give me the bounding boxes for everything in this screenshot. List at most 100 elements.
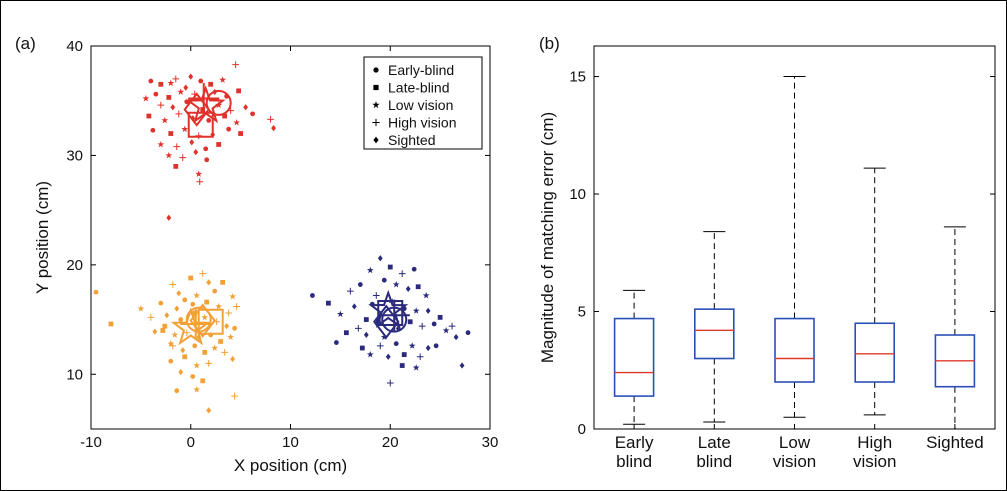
scatter-point: [392, 280, 400, 288]
scatter-point: [310, 293, 315, 298]
scatter-point: [177, 88, 185, 95]
scatter-point: [178, 368, 184, 376]
scatter-point: [363, 331, 369, 339]
scatter-point: [147, 314, 155, 321]
legend-label: Sighted: [388, 132, 435, 148]
scatter-point: [220, 279, 226, 285]
scatter-point: [346, 287, 354, 295]
scatter-point: [188, 275, 194, 281]
box-group: [774, 76, 815, 429]
scatter-point: [167, 340, 175, 347]
scatter-point: [357, 282, 363, 287]
box: [854, 322, 896, 383]
scatter-point: [230, 355, 236, 363]
scatter-point: [201, 313, 209, 321]
scatter-point: [359, 345, 365, 351]
panel-label-a: (a): [15, 34, 36, 53]
mean-marker: [187, 111, 214, 138]
legend-marker-diamond: [373, 136, 379, 144]
mean-marker: [372, 304, 400, 340]
scatter-point: [183, 84, 189, 91]
scatter-point: [425, 307, 431, 314]
x-tick-label: 10: [282, 434, 299, 451]
x-category-label: blind: [696, 452, 732, 471]
scatter-point: [196, 178, 204, 186]
x-category-label: High: [857, 433, 892, 452]
legend-marker-dot: [373, 67, 379, 73]
mean-marker: [170, 307, 211, 346]
scatter-point: [229, 292, 237, 300]
scatter-point: [178, 317, 184, 322]
scatter-point: [169, 281, 177, 288]
scatter-point: [153, 91, 159, 97]
scatter-point: [415, 284, 421, 290]
scatter-point: [336, 310, 344, 318]
scatter-point: [158, 81, 164, 87]
scatter-point: [181, 125, 189, 133]
x-category-label: vision: [773, 452, 816, 471]
scatter-point: [267, 115, 274, 123]
scatter-point: [142, 94, 150, 102]
scatter-point: [179, 154, 187, 161]
scatter-point: [412, 307, 420, 314]
scatter-point: [354, 324, 362, 332]
legend-marker-plus: [372, 118, 380, 127]
scatter-point: [168, 131, 174, 136]
scatter-point: [453, 333, 459, 341]
scatter-point: [165, 151, 173, 159]
scatter-point: [401, 352, 407, 357]
scatter-point: [173, 163, 179, 169]
scatter-point: [193, 386, 201, 393]
scatter-point: [351, 303, 357, 310]
scatter-point: [232, 61, 239, 68]
scatter-point: [408, 342, 416, 349]
legend-marker-square: [373, 84, 379, 91]
scatter-point: [204, 299, 210, 305]
scatter-point: [431, 321, 437, 327]
scatter-point: [93, 289, 99, 295]
scatter-point: [212, 288, 218, 294]
scatter-point: [385, 353, 391, 360]
box-group: [854, 167, 896, 429]
y-tick-label: 30: [66, 147, 83, 164]
y-tick-label: 15: [569, 69, 586, 86]
scatter-point: [326, 300, 331, 306]
scatter-point: [271, 124, 276, 132]
x-category-label: blind: [616, 452, 652, 471]
scatter-point: [204, 157, 210, 163]
x-category-label: Late: [698, 433, 731, 452]
box-group: [694, 231, 735, 429]
scatter-point: [166, 95, 172, 100]
scatter-point: [162, 323, 168, 329]
scatter-point: [150, 127, 156, 133]
scatter-point: [425, 344, 431, 352]
scatter-point: [219, 76, 227, 83]
mean-marker: [205, 89, 232, 116]
x-tick-label: -10: [80, 434, 102, 451]
scatter-point: [407, 319, 413, 325]
mean-marker: [197, 308, 224, 335]
scatter-point: [380, 333, 388, 340]
y-tick-label: 40: [66, 38, 83, 55]
legend-label: Early-blind: [388, 62, 454, 78]
scatter-point: [166, 214, 172, 221]
scatter-point: [377, 255, 383, 262]
scatter-point: [405, 285, 411, 293]
scatter-point: [168, 358, 174, 364]
scatter-point: [164, 312, 170, 319]
scatter-point: [437, 314, 443, 320]
scatter-point: [243, 104, 249, 111]
scatter-point: [190, 115, 196, 122]
scatter-point: [411, 266, 417, 272]
scatter-point: [176, 290, 182, 297]
scatter-point: [206, 407, 212, 414]
scatter-point: [174, 305, 180, 312]
scatter-point: [193, 361, 201, 369]
scatter-point: [386, 379, 394, 387]
scatter-point: [231, 392, 238, 400]
y-tick-label: 20: [66, 257, 83, 274]
scatter-point: [161, 116, 169, 124]
scatter-point: [227, 333, 235, 340]
scatter-point: [195, 132, 203, 140]
legend-label: High vision: [388, 115, 456, 131]
